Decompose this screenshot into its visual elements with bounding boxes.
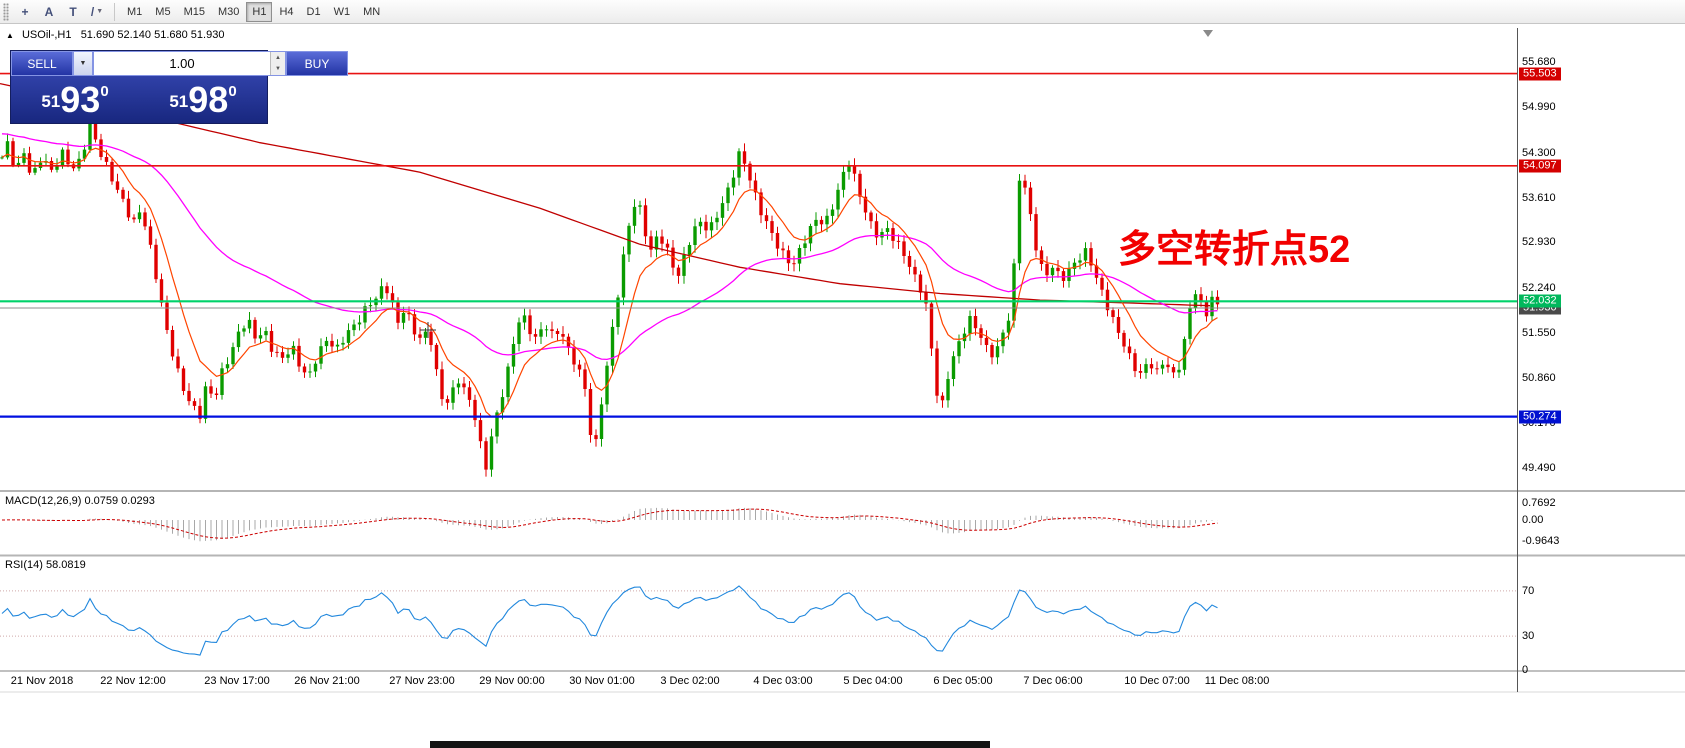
trendline-icon: / bbox=[90, 4, 95, 19]
price-tick: 51.550 bbox=[1522, 326, 1556, 339]
price-level-label: 52.032 bbox=[1519, 294, 1561, 308]
volume-decrease-button[interactable]: ▼ bbox=[271, 63, 285, 75]
time-label: 26 Nov 21:00 bbox=[294, 675, 360, 687]
price-tick: 54.300 bbox=[1522, 146, 1556, 159]
price-tick: 50.860 bbox=[1522, 372, 1556, 385]
sell-button[interactable]: SELL bbox=[11, 51, 73, 76]
macd-tick: 0.7692 bbox=[1522, 497, 1556, 510]
price-tick: 55.680 bbox=[1522, 56, 1556, 68]
time-label: 5 Dec 04:00 bbox=[843, 675, 903, 687]
bid-price-pip: 0 bbox=[100, 83, 109, 100]
ohlc-values: 51.690 52.140 51.680 51.930 bbox=[80, 29, 225, 41]
ask-price-display[interactable]: 51 98 0 bbox=[139, 76, 267, 123]
macd-indicator-label: MACD(12,26,9) 0.0759 0.0293 bbox=[5, 495, 155, 507]
line-studies-button[interactable]: / ▼ bbox=[86, 2, 108, 22]
letter-a-icon: A bbox=[44, 4, 54, 19]
price-tick: 52.930 bbox=[1522, 236, 1556, 249]
time-label: 10 Dec 07:00 bbox=[1124, 675, 1190, 687]
time-label: 6 Dec 05:00 bbox=[933, 675, 993, 687]
chart-header: ▲ USOil-,H1 51.690 52.140 51.680 51.930 bbox=[6, 29, 224, 41]
timeframe-H4[interactable]: H4 bbox=[279, 5, 294, 18]
rsi-tick: 0 bbox=[1522, 664, 1529, 676]
ask-price-pip: 0 bbox=[228, 83, 237, 100]
macd-tick: -0.9643 bbox=[1522, 535, 1560, 548]
price-tick: 53.610 bbox=[1522, 191, 1556, 204]
time-label: 29 Nov 00:00 bbox=[479, 675, 545, 687]
time-label: 11 Dec 08:00 bbox=[1204, 675, 1270, 687]
timeframe-M15[interactable]: M15 bbox=[183, 5, 205, 18]
toolbar: + A T / ▼ M1 M5 M15 M30 H1 H4 D1 W1 MN bbox=[0, 0, 1685, 24]
timeframe-W1[interactable]: W1 bbox=[333, 5, 351, 18]
crosshair-tool-button[interactable]: + bbox=[14, 2, 36, 22]
macd-tick: 0.00 bbox=[1522, 514, 1544, 526]
crosshair-icon: + bbox=[21, 4, 29, 19]
price-tick: 49.490 bbox=[1522, 462, 1556, 474]
price-level-label: 55.503 bbox=[1519, 67, 1561, 81]
volume-dropdown-button[interactable]: ▼ bbox=[73, 51, 93, 76]
time-label: 3 Dec 02:00 bbox=[660, 675, 720, 687]
chart-shift-marker-icon bbox=[1203, 30, 1213, 37]
time-label: 4 Dec 03:00 bbox=[753, 675, 813, 687]
text-tool-button[interactable]: A bbox=[38, 2, 60, 22]
price-level-label: 54.097 bbox=[1519, 159, 1561, 173]
time-axis[interactable]: 21 Nov 2018 22 Nov 12:00 23 Nov 17:00 26 No… bbox=[0, 672, 1517, 692]
time-label: 30 Nov 01:00 bbox=[569, 675, 635, 687]
toolbar-separator bbox=[114, 2, 115, 21]
time-label: 22 Nov 12:00 bbox=[100, 675, 166, 687]
time-label: 23 Nov 17:00 bbox=[204, 675, 270, 687]
time-label: 7 Dec 06:00 bbox=[1023, 675, 1083, 687]
price-level-label: 50.274 bbox=[1519, 410, 1561, 424]
timeframe-M1[interactable]: M1 bbox=[127, 5, 143, 18]
time-label: 27 Nov 23:00 bbox=[389, 675, 455, 687]
bid-price-display[interactable]: 51 93 0 bbox=[11, 76, 139, 123]
price-tick: 52.240 bbox=[1522, 281, 1556, 294]
text-label-tool-button[interactable]: T bbox=[62, 2, 84, 22]
price-axis[interactable]: 55.680 54.990 54.300 53.610 52.930 52.240 51.5… bbox=[1518, 28, 1685, 692]
timeframe-H1[interactable]: H1 bbox=[246, 1, 273, 22]
spin-up-icon: ▲ bbox=[275, 54, 281, 61]
bottom-dark-strip bbox=[430, 741, 990, 748]
toolbar-drag-handle[interactable] bbox=[3, 2, 9, 21]
symbol-period-label: USOil-,H1 bbox=[21, 29, 72, 41]
bid-price-main: 93 bbox=[60, 79, 101, 120]
ask-price-main: 98 bbox=[188, 79, 229, 120]
timeframe-M30[interactable]: M30 bbox=[217, 5, 240, 18]
spin-down-icon: ▼ bbox=[275, 66, 281, 73]
rsi-indicator-label: RSI(14) 58.0819 bbox=[5, 559, 86, 571]
one-click-trading-panel: SELL ▼ ▲ ▼ BUY 51 93 0 51 98 0 bbox=[10, 50, 348, 124]
rsi-tick: 30 bbox=[1522, 630, 1535, 643]
letter-t-icon: T bbox=[69, 4, 77, 19]
chevron-down-icon: ▼ bbox=[79, 60, 87, 67]
bid-price-int: 51 bbox=[41, 92, 61, 111]
chevron-down-icon: ▼ bbox=[96, 8, 104, 15]
buy-button[interactable]: BUY bbox=[286, 51, 348, 76]
ask-price-int: 51 bbox=[169, 92, 189, 111]
volume-increase-button[interactable]: ▲ bbox=[271, 52, 285, 64]
volume-input[interactable] bbox=[94, 52, 270, 75]
chart-text-annotation: 多空转折点52 bbox=[1118, 229, 1351, 271]
price-tick: 54.990 bbox=[1522, 101, 1556, 114]
rsi-tick: 70 bbox=[1522, 584, 1535, 597]
timeframe-M5[interactable]: M5 bbox=[155, 5, 171, 18]
timeframe-MN[interactable]: MN bbox=[363, 5, 381, 18]
timeframe-D1[interactable]: D1 bbox=[306, 5, 321, 18]
time-label: 21 Nov 2018 bbox=[10, 675, 74, 687]
one-click-collapse-icon[interactable]: ▲ bbox=[6, 31, 14, 40]
